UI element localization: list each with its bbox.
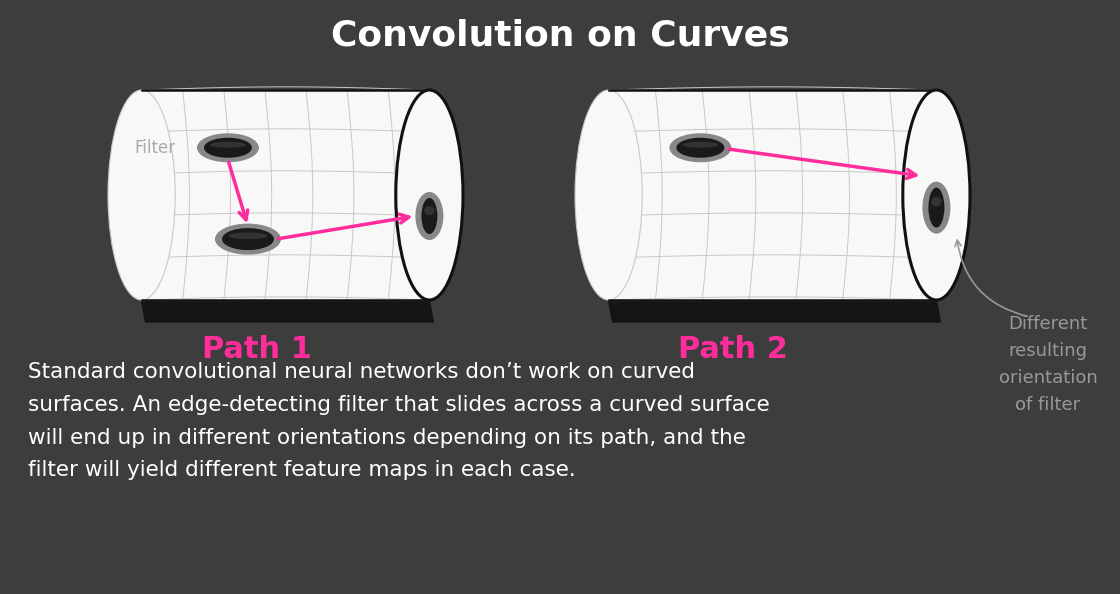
Ellipse shape xyxy=(421,198,438,234)
Ellipse shape xyxy=(676,138,725,158)
Ellipse shape xyxy=(228,232,268,239)
Ellipse shape xyxy=(682,142,718,148)
Ellipse shape xyxy=(222,228,274,250)
Text: Path 1: Path 1 xyxy=(202,336,312,365)
Text: Convolution on Curves: Convolution on Curves xyxy=(330,19,790,53)
Ellipse shape xyxy=(928,188,944,228)
Text: Path 2: Path 2 xyxy=(678,336,788,365)
Ellipse shape xyxy=(923,182,951,233)
Text: Standard convolutional neural networks don’t work on curved
surfaces. An edge-de: Standard convolutional neural networks d… xyxy=(28,362,769,481)
Polygon shape xyxy=(608,301,941,322)
Text: Different
resulting
orientation
of filter: Different resulting orientation of filte… xyxy=(999,315,1098,414)
Ellipse shape xyxy=(395,90,463,300)
Ellipse shape xyxy=(209,142,246,148)
Ellipse shape xyxy=(670,133,731,162)
Ellipse shape xyxy=(424,206,435,215)
Polygon shape xyxy=(141,90,429,300)
Ellipse shape xyxy=(903,90,970,300)
Polygon shape xyxy=(141,301,433,322)
Ellipse shape xyxy=(108,90,175,300)
Ellipse shape xyxy=(575,90,642,300)
Text: Filter: Filter xyxy=(134,139,176,157)
Ellipse shape xyxy=(204,138,252,158)
Ellipse shape xyxy=(931,197,942,207)
Polygon shape xyxy=(608,90,936,300)
Ellipse shape xyxy=(416,192,444,240)
Ellipse shape xyxy=(215,223,281,255)
Ellipse shape xyxy=(197,133,259,162)
